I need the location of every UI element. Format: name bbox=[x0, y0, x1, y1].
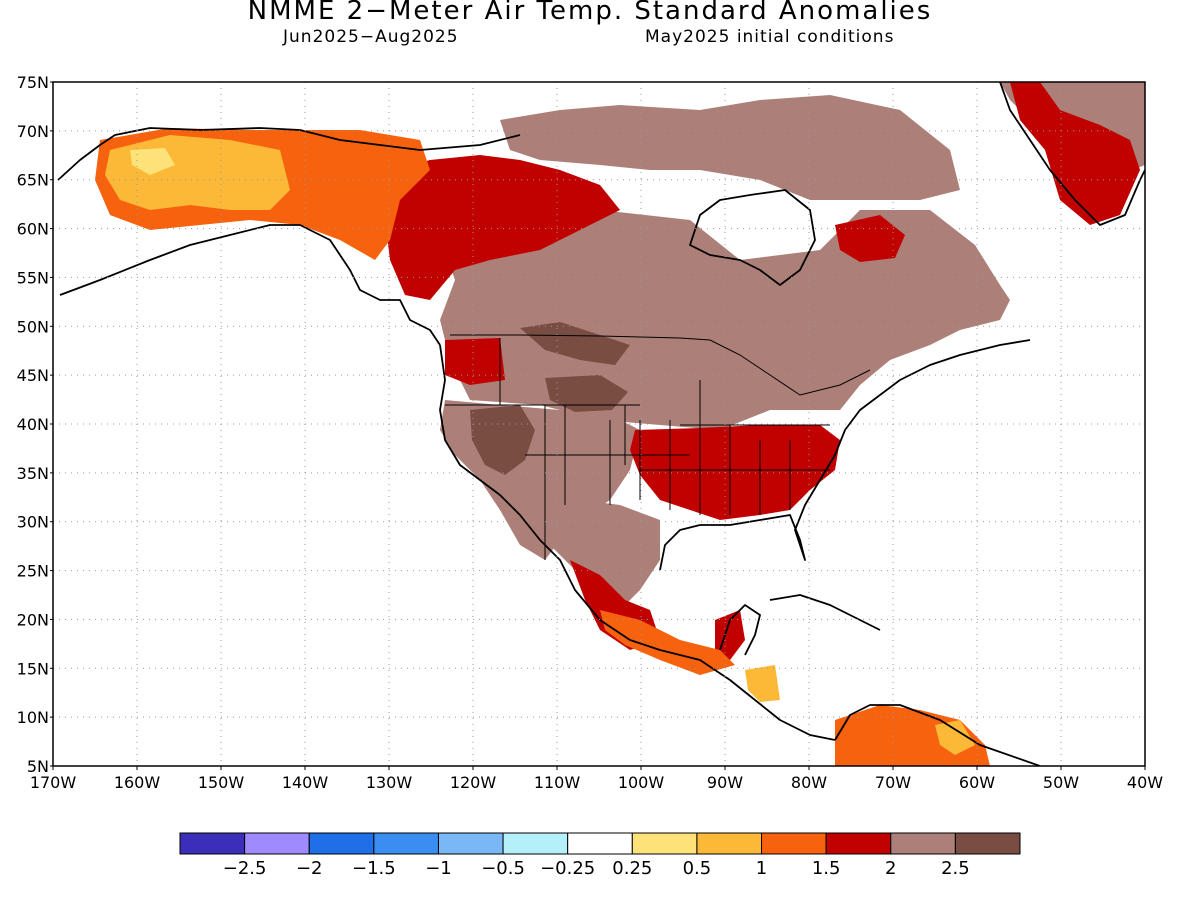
colorbar-label: −0.25 bbox=[540, 858, 595, 879]
lon-label: 140W bbox=[282, 773, 329, 792]
longitude-labels: 170W 160W 150W 140W 130W 120W 110W 100W 90W 80W 70… bbox=[30, 766, 1163, 792]
coastline-west-coast bbox=[439, 344, 836, 741]
coastline-yucatan bbox=[719, 604, 761, 656]
lon-label: 90W bbox=[707, 773, 743, 792]
anomaly-region-darkbrown-wyoming bbox=[545, 375, 628, 412]
colorbar-label: −1 bbox=[425, 858, 452, 879]
colorbar-swatch bbox=[825, 832, 892, 855]
lat-label: 25N bbox=[17, 562, 49, 581]
anomaly-region-red-quebec bbox=[835, 215, 905, 262]
lon-label: 80W bbox=[791, 773, 827, 792]
lon-label: 70W bbox=[875, 773, 911, 792]
lon-label: 100W bbox=[618, 773, 665, 792]
state-lines bbox=[445, 338, 830, 560]
colorbar-label: −1.5 bbox=[352, 858, 396, 879]
lat-label: 45N bbox=[17, 366, 49, 385]
anomaly-region-lightorange-nicaragua bbox=[745, 665, 780, 702]
map-title: NMME 2−Meter Air Temp. Standard Anomalie… bbox=[247, 0, 933, 26]
anomaly-region-red-central-america bbox=[715, 610, 745, 660]
colorbar-swatch bbox=[179, 832, 246, 855]
colorbar-swatch bbox=[631, 832, 698, 855]
forecast-period: Jun2025−Aug2025 bbox=[283, 27, 459, 47]
colorbar-swatch bbox=[373, 832, 439, 855]
anomaly-region-lightorange-venezuela bbox=[935, 720, 975, 755]
lat-label: 10N bbox=[17, 708, 49, 727]
colorbar-label: 0.5 bbox=[683, 858, 712, 879]
coastline-cuba bbox=[769, 594, 881, 631]
lon-label: 110W bbox=[534, 773, 581, 792]
lat-label: 65N bbox=[17, 171, 49, 190]
colorbar-swatch bbox=[696, 832, 763, 855]
lon-label: 120W bbox=[450, 773, 497, 792]
colorbar-label: −2 bbox=[296, 858, 323, 879]
lat-label: 75N bbox=[17, 73, 49, 92]
lat-label: 15N bbox=[17, 659, 49, 678]
lon-label: 150W bbox=[198, 773, 245, 792]
colorbar-label: 1 bbox=[756, 858, 767, 879]
lon-label: 160W bbox=[114, 773, 161, 792]
lon-label: 50W bbox=[1043, 773, 1079, 792]
graticule bbox=[53, 82, 1145, 766]
coastline-gulf-east bbox=[659, 339, 1041, 766]
anomaly-region-brown-canada bbox=[440, 210, 1010, 430]
colorbar-label: −2.5 bbox=[223, 858, 267, 879]
lat-label: 35N bbox=[17, 464, 49, 483]
lon-label: 170W bbox=[30, 773, 77, 792]
anomaly-region-red-pnw bbox=[445, 338, 505, 385]
lat-label: 50N bbox=[17, 317, 49, 336]
colorbar-swatch bbox=[502, 832, 569, 855]
lat-label: 5N bbox=[27, 757, 49, 776]
anomaly-region-red-southeast bbox=[630, 425, 840, 520]
colorbar: −2.5 −2 −1.5 −1 −0.5 −0.25 0.25 0.5 1 1.5 2 2.5 bbox=[179, 832, 1021, 879]
anomaly-region-brown-arctic bbox=[500, 95, 960, 200]
colorbar-swatch bbox=[437, 832, 504, 855]
lon-label: 130W bbox=[366, 773, 413, 792]
lat-label: 70N bbox=[17, 122, 49, 141]
coastline-hudson-bay bbox=[689, 189, 816, 286]
anomaly-region-brown-mexico bbox=[535, 500, 660, 610]
coastlines bbox=[57, 82, 1145, 766]
colorbar-label: 1.5 bbox=[812, 858, 841, 879]
anomaly-fields bbox=[95, 82, 1145, 766]
colorbar-label: 2.5 bbox=[941, 858, 970, 879]
anomaly-region-darkbrown-montana bbox=[520, 322, 630, 365]
colorbar-label: 0.25 bbox=[612, 858, 652, 879]
anomaly-region-darkbrown-greatbasin bbox=[470, 405, 535, 475]
colorbar-swatch bbox=[244, 832, 310, 855]
colorbar-swatch bbox=[761, 832, 827, 855]
colorbar-swatch bbox=[308, 832, 375, 855]
lat-label: 20N bbox=[17, 610, 49, 629]
lon-label: 40W bbox=[1127, 773, 1163, 792]
latitude-labels: 75N 70N 65N 60N 55N 50N 45N 40N 35N 30N 25N 20N 15N 1… bbox=[17, 73, 53, 776]
lat-label: 55N bbox=[17, 268, 49, 287]
coastline-greenland bbox=[999, 82, 1145, 226]
us-canada-border bbox=[450, 334, 871, 396]
colorbar-label: 2 bbox=[885, 858, 896, 879]
anomaly-region-red-greenland bbox=[1010, 82, 1140, 225]
initial-conditions: May2025 initial conditions bbox=[645, 27, 895, 47]
lon-label: 60W bbox=[959, 773, 995, 792]
colorbar-swatch bbox=[890, 832, 956, 855]
state-boundaries bbox=[445, 334, 871, 560]
lat-label: 60N bbox=[17, 220, 49, 239]
lat-label: 30N bbox=[17, 513, 49, 532]
colorbar-label: −0.5 bbox=[481, 858, 525, 879]
anomaly-region-red-yukon bbox=[380, 155, 620, 300]
anomaly-region-orange-mexico-south bbox=[600, 610, 735, 675]
colorbar-swatch bbox=[567, 832, 633, 855]
colorbar-swatch bbox=[954, 832, 1021, 855]
lat-label: 40N bbox=[17, 415, 49, 434]
coastline-alaska bbox=[57, 127, 521, 346]
anomaly-region-yellow-alaska bbox=[130, 148, 175, 175]
